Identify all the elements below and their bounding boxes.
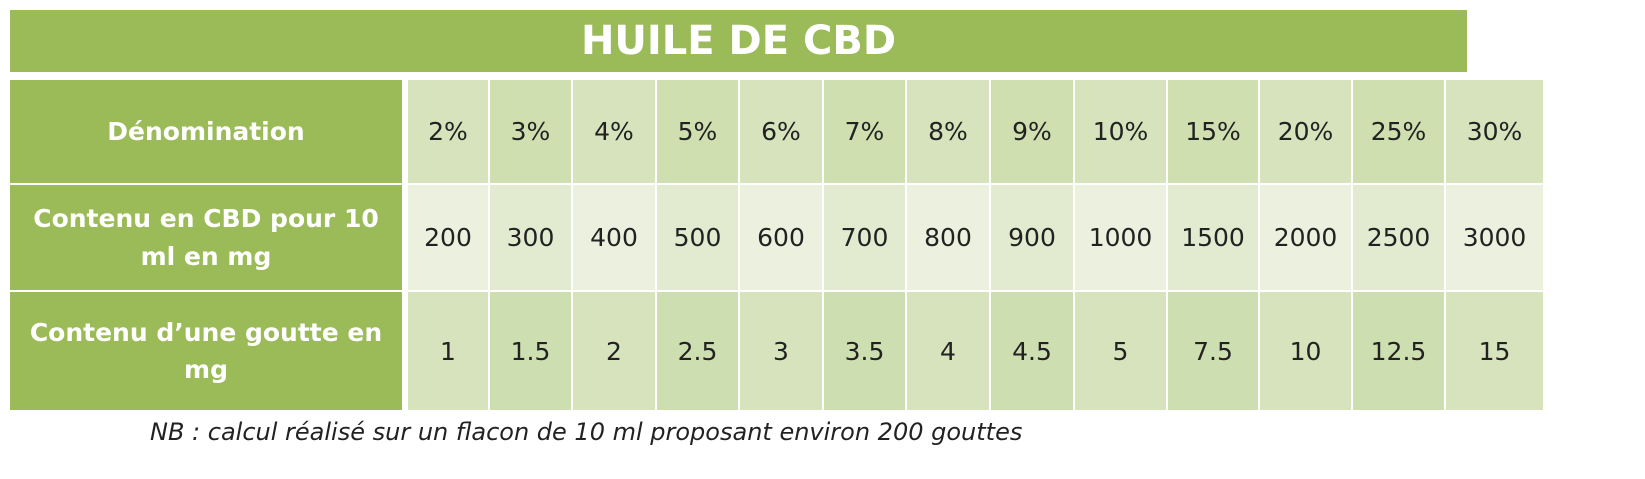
table-cell: 2.5 bbox=[657, 292, 738, 410]
table-cell: 2 bbox=[573, 292, 655, 410]
table-cell: 5 bbox=[1075, 292, 1166, 410]
table-cell: 3% bbox=[490, 80, 571, 183]
table-cell: 2500 bbox=[1353, 185, 1444, 290]
table-cell: 7% bbox=[824, 80, 905, 183]
table-cell: 1500 bbox=[1168, 185, 1258, 290]
table-cell: 15% bbox=[1168, 80, 1258, 183]
row-header: Contenu d’une goutte en mg bbox=[10, 292, 402, 410]
table-cell: 900 bbox=[991, 185, 1073, 290]
table-cell: 2000 bbox=[1260, 185, 1351, 290]
table-cell: 10% bbox=[1075, 80, 1166, 183]
table-cell: 6% bbox=[740, 80, 822, 183]
table-cell: 1.5 bbox=[490, 292, 571, 410]
table-cell: 200 bbox=[408, 185, 488, 290]
table-cell: 3.5 bbox=[824, 292, 905, 410]
table-cell: 9% bbox=[991, 80, 1073, 183]
table-cell: 4 bbox=[907, 292, 989, 410]
row-header: Dénomination bbox=[10, 80, 402, 183]
table-cell: 800 bbox=[907, 185, 989, 290]
table-cell: 4% bbox=[573, 80, 655, 183]
row-header: Contenu en CBD pour 10 ml en mg bbox=[10, 185, 402, 290]
table-cell: 1 bbox=[408, 292, 488, 410]
table-cell: 3000 bbox=[1446, 185, 1543, 290]
table-cell: 7.5 bbox=[1168, 292, 1258, 410]
table-cell: 2% bbox=[408, 80, 488, 183]
table-cell: 10 bbox=[1260, 292, 1351, 410]
table-cell: 20% bbox=[1260, 80, 1351, 183]
table-cell: 1000 bbox=[1075, 185, 1166, 290]
table-cell: 25% bbox=[1353, 80, 1444, 183]
table-cell: 4.5 bbox=[991, 292, 1073, 410]
table-cell: 600 bbox=[740, 185, 822, 290]
table-title: HUILE DE CBD bbox=[10, 10, 1467, 72]
table-cell: 5% bbox=[657, 80, 738, 183]
table-cell: 400 bbox=[573, 185, 655, 290]
footnote: NB : calcul réalisé sur un flacon de 10 … bbox=[150, 418, 1023, 446]
table-cell: 700 bbox=[824, 185, 905, 290]
table-cell: 3 bbox=[740, 292, 822, 410]
table-cell: 300 bbox=[490, 185, 571, 290]
table-cell: 15 bbox=[1446, 292, 1543, 410]
table-cell: 500 bbox=[657, 185, 738, 290]
table-cell: 12.5 bbox=[1353, 292, 1444, 410]
table-cell: 8% bbox=[907, 80, 989, 183]
table-cell: 30% bbox=[1446, 80, 1543, 183]
